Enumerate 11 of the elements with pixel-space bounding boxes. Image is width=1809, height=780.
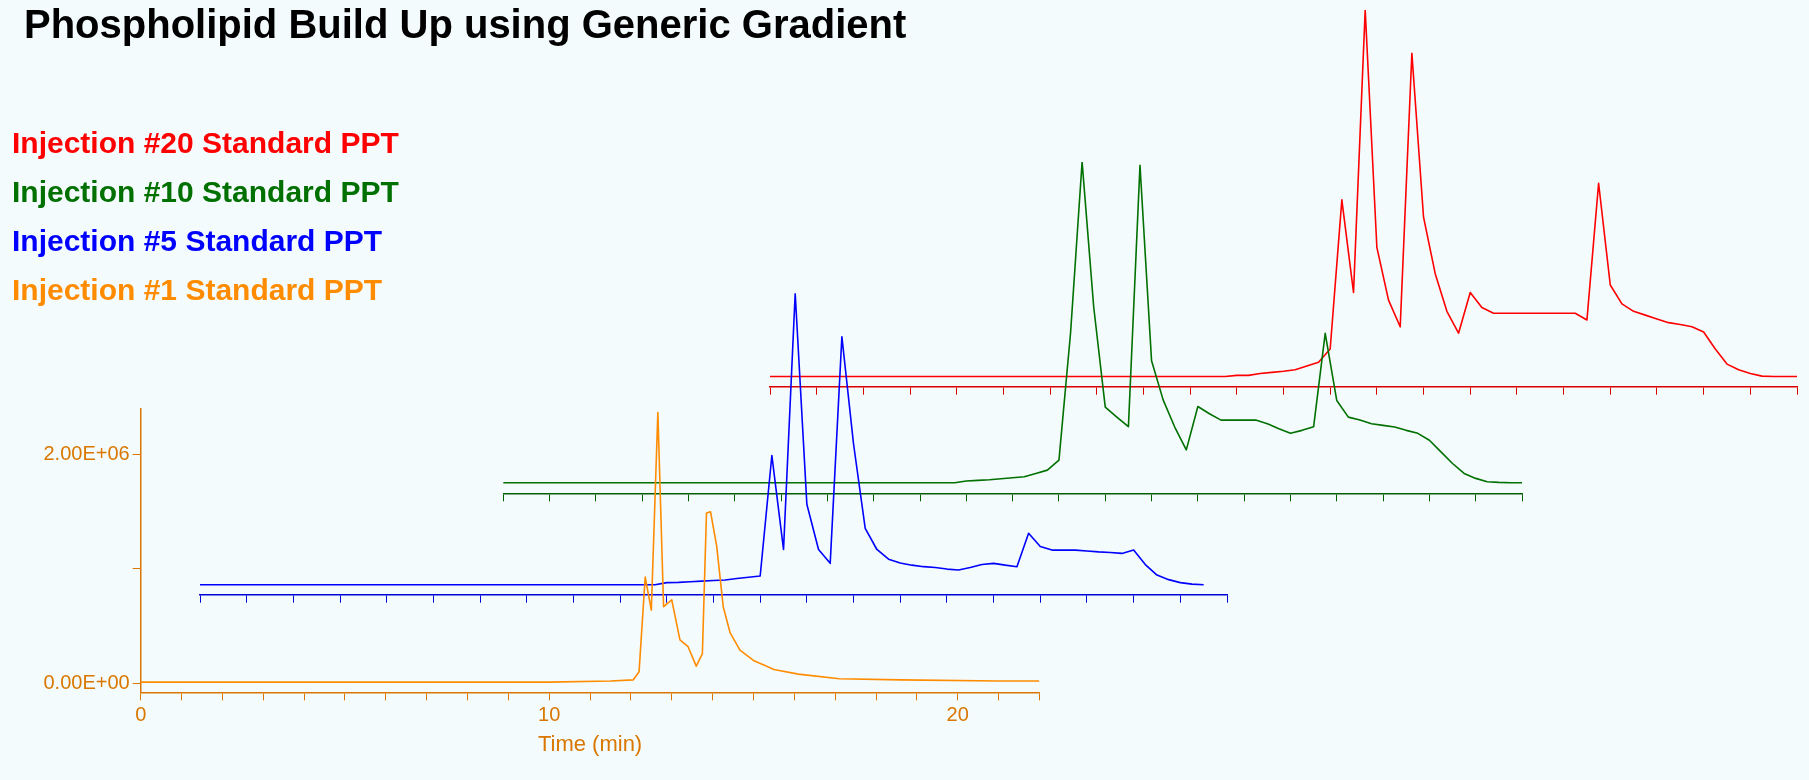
x-axis-title: Time (min): [537, 731, 643, 757]
chart-title: Phospholipid Build Up using Generic Gradient: [24, 2, 907, 47]
text: Injection #1 Standard PPT: [12, 272, 384, 308]
x-tick-label: 20: [946, 702, 969, 725]
x-tick-label: 10: [538, 702, 561, 725]
y-tick-label: 2.00E+06: [43, 442, 130, 465]
text: Injection #5 Standard PPT: [12, 223, 384, 259]
x-tick-label: 0: [135, 702, 147, 725]
text: Injection #20 Standard PPT: [12, 125, 399, 161]
y-tick-label: 0.00E+00: [43, 670, 130, 693]
text: Injection #10 Standard PPT: [12, 174, 399, 210]
